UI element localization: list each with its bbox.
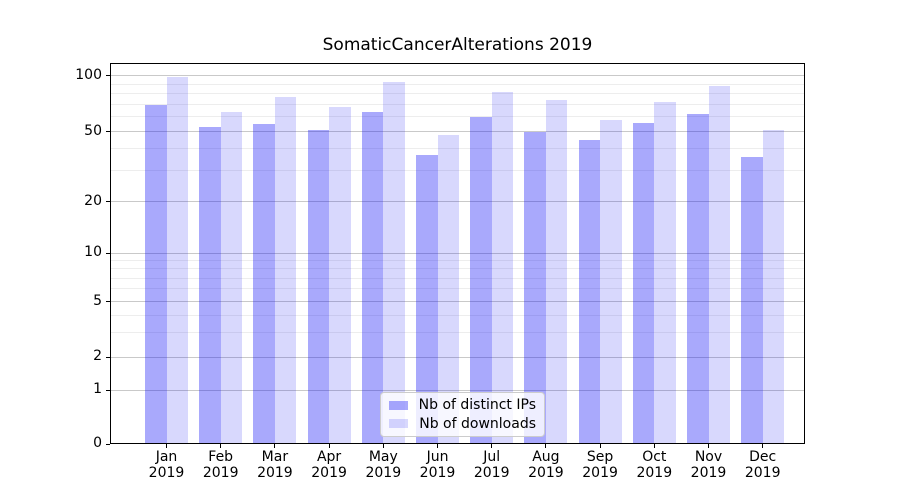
y-gridline-minor [110,277,805,279]
x-tick-mark [599,444,601,448]
y-gridline-minor [110,268,805,270]
x-tick-mark [220,444,222,448]
x-tick-mark [437,444,438,448]
y-gridline-minor [110,170,805,172]
y-tick-label: 2 [93,348,102,364]
bar-downloads-mar [274,96,297,444]
bar-downloads-oct [654,102,676,444]
legend-item-downloads: Nb of downloads [389,416,536,432]
y-gridline-minor [110,83,805,85]
bar-downloads-dec [762,130,785,444]
x-tick-mark [274,444,276,448]
y-gridline-minor [110,314,805,316]
legend-swatch-distinct-ips [389,400,408,410]
bar-downloads-apr [329,106,351,444]
bar-distinct-ips-apr [307,130,330,444]
bar-distinct-ips-jul [470,116,492,444]
bar-distinct-ips-nov [687,114,709,444]
bar-distinct-ips-oct [632,122,655,444]
x-tick-mark [166,444,167,448]
x-tick-mark [382,444,384,448]
x-tick-label: Nov 2019 [690,449,727,481]
x-tick-label: Jun 2019 [419,449,456,481]
x-tick-mark [762,444,764,448]
y-tick-mark [106,201,110,203]
y-gridline-minor [110,148,805,150]
x-tick-label: Feb 2019 [202,449,239,481]
x-tick-mark [491,444,493,448]
y-gridline-major [110,252,805,254]
y-gridline-major [110,389,805,391]
y-gridline-minor [110,116,805,118]
x-tick-label: Dec 2019 [744,449,781,481]
x-tick-label: Sep 2019 [582,449,618,481]
x-tick-mark [328,444,330,448]
bar-downloads-jan [166,77,188,444]
bar-distinct-ips-sep [578,139,601,444]
bar-downloads-sep [600,119,622,444]
y-tick-label: 10 [84,244,102,261]
legend-item-distinct-ips: Nb of distinct IPs [389,397,536,413]
y-tick-mark [106,389,110,391]
x-tick-label: Mar 2019 [257,449,293,481]
bar-downloads-may [383,82,405,444]
y-gridline-major [110,201,805,203]
x-tick-label: Jul 2019 [473,449,510,481]
y-tick-label: 50 [84,122,102,139]
y-gridline-minor [110,332,805,334]
bar-distinct-ips-feb [199,126,221,444]
y-tick-label: 0 [93,435,102,451]
x-tick-label: May 2019 [365,449,402,481]
chart-title: SomaticCancerAlterations 2019 [322,35,593,55]
y-tick-label: 5 [93,292,102,309]
y-tick-mark [106,75,110,77]
bar-downloads-aug [545,100,568,444]
y-gridline-minor [110,260,805,262]
y-gridline-major [110,356,805,358]
bar-distinct-ips-aug [524,131,546,444]
x-tick-label: Oct 2019 [636,449,673,481]
bar-distinct-ips-jan [145,104,167,444]
y-gridline-major [110,75,805,77]
bar-downloads-nov [708,86,730,444]
x-tick-mark [653,444,655,448]
y-tick-mark [106,252,110,254]
y-gridline-minor [110,288,805,290]
legend-label-downloads: Nb of downloads [419,415,536,432]
y-tick-mark [106,131,110,133]
bar-distinct-ips-jun [416,154,438,444]
y-tick-mark [106,443,110,445]
legend: Nb of distinct IPs Nb of downloads [380,392,545,437]
y-tick-label: 1 [93,381,102,397]
y-gridline-major [110,131,805,133]
bar-distinct-ips-dec [741,156,763,444]
bar-distinct-ips-may [361,111,384,444]
bar-downloads-jun [437,134,459,444]
y-gridline-minor [110,93,805,95]
y-gridline-major [110,301,805,303]
legend-swatch-downloads [389,419,409,429]
y-gridline-minor [110,104,805,106]
y-tick-label: 20 [84,192,102,209]
x-tick-label: Jan 2019 [148,449,185,481]
y-tick-label: 100 [75,66,102,83]
x-tick-label: Aug 2019 [528,449,564,481]
bar-downloads-jul [491,91,514,444]
x-tick-mark [708,444,709,448]
bar-distinct-ips-mar [253,123,275,444]
x-tick-label: Apr 2019 [311,449,347,481]
bar-downloads-feb [220,111,243,444]
x-tick-mark [545,444,547,448]
plot-frame [110,63,805,444]
y-tick-mark [106,301,110,303]
legend-label-distinct-ips: Nb of distinct IPs [418,397,536,414]
y-tick-mark [106,356,110,358]
